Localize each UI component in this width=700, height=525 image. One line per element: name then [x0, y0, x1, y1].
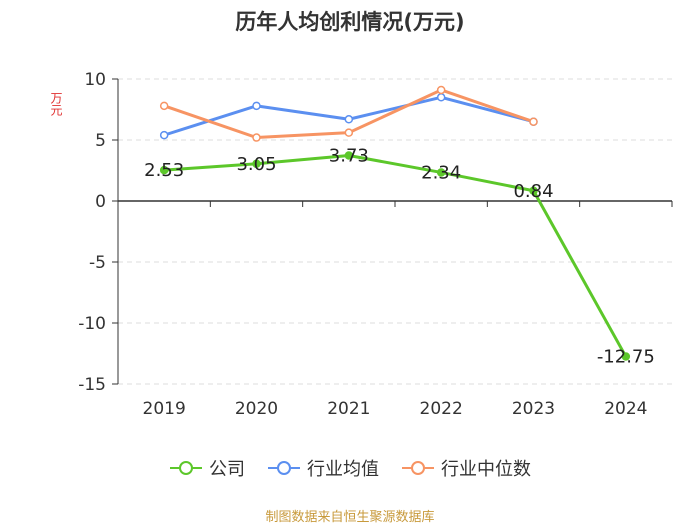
y-tick-label: -10 — [78, 314, 106, 334]
legend-marker-industry-median — [402, 461, 434, 475]
legend: 公司 行业均值 行业中位数 — [0, 455, 700, 481]
x-tick-label: 2023 — [512, 399, 555, 419]
data-point — [436, 168, 446, 177]
data-point — [159, 101, 169, 111]
y-tick-label: -15 — [78, 375, 106, 395]
y-tick-label: 10 — [84, 70, 106, 90]
data-point — [159, 165, 169, 175]
data-label: 0.84 — [513, 181, 553, 202]
source-footer: 制图数据来自恒生聚源数据库 — [265, 510, 435, 525]
x-tick-label: 2024 — [604, 399, 647, 419]
data-point — [344, 151, 354, 160]
data-label: 2.53 — [144, 160, 184, 181]
data-point — [344, 128, 354, 137]
data-point — [252, 133, 261, 142]
data-point — [621, 352, 631, 361]
data-label: -12.75 — [597, 347, 655, 368]
chart-canvas: 10 5 0 -5 -10 -15 2019 2020 2021 2022 2023 2024 2.53… — [78, 70, 673, 419]
legend-label-company: 公司 — [209, 459, 245, 480]
y-tick-label: -5 — [89, 253, 106, 273]
legend-marker-company — [170, 461, 202, 475]
chart-title: 历年人均创利情况(万元) — [235, 10, 465, 34]
x-tick-label: 2021 — [327, 399, 370, 419]
data-point — [344, 115, 354, 124]
legend-item-industry-average[interactable]: 行业均值 — [267, 455, 379, 481]
data-point — [529, 117, 538, 126]
legend-label-industry-median: 行业中位数 — [441, 459, 531, 480]
legend-item-company[interactable]: 公司 — [169, 455, 245, 481]
legend-marker-industry-average — [268, 461, 300, 475]
data-point — [436, 93, 446, 102]
data-point — [436, 85, 446, 95]
y-axis-unit: 万元 — [49, 92, 63, 116]
y-tick-label: 5 — [95, 131, 106, 151]
y-tick-label: 0 — [95, 192, 106, 212]
data-point — [529, 186, 538, 196]
data-point — [159, 130, 169, 140]
data-point — [252, 101, 261, 111]
x-tick-label: 2020 — [235, 399, 278, 419]
data-point — [252, 159, 261, 169]
legend-label-industry-average: 行业均值 — [307, 459, 379, 480]
x-tick-label: 2022 — [420, 399, 463, 419]
data-label: 3.05 — [236, 154, 276, 175]
x-tick-label: 2019 — [143, 399, 186, 419]
data-label: 2.34 — [421, 162, 461, 183]
legend-item-industry-median[interactable]: 行业中位数 — [401, 455, 531, 481]
data-label: 3.73 — [329, 145, 369, 166]
series-line-0 — [164, 153, 628, 358]
